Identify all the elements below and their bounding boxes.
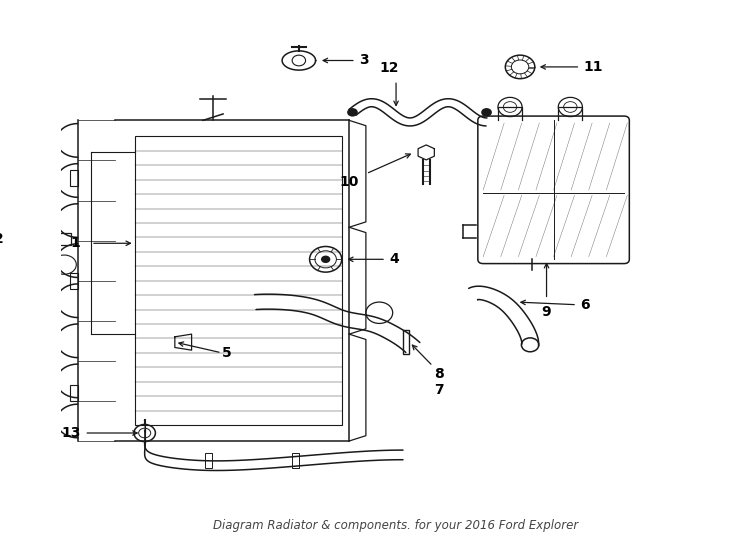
Text: 2: 2 — [0, 232, 4, 246]
Bar — [134, 137, 343, 425]
Text: 6: 6 — [581, 298, 590, 312]
Text: 10: 10 — [339, 175, 359, 189]
Text: 9: 9 — [542, 305, 551, 319]
Bar — [70, 385, 78, 401]
Circle shape — [482, 108, 492, 117]
Text: 3: 3 — [359, 53, 368, 68]
Text: 4: 4 — [389, 252, 399, 266]
Text: 5: 5 — [222, 346, 231, 360]
Text: 11: 11 — [584, 60, 603, 74]
Polygon shape — [175, 334, 192, 350]
Text: 12: 12 — [379, 61, 399, 75]
Text: 13: 13 — [62, 426, 81, 440]
Bar — [403, 330, 410, 354]
Bar — [292, 453, 299, 468]
Text: 7: 7 — [435, 383, 444, 397]
Text: Diagram Radiator & components. for your 2016 Ford Explorer: Diagram Radiator & components. for your … — [214, 519, 578, 532]
Bar — [205, 453, 211, 468]
Bar — [70, 273, 78, 289]
Circle shape — [321, 255, 330, 263]
Text: 1: 1 — [70, 237, 81, 250]
Circle shape — [347, 108, 358, 117]
Bar — [70, 170, 78, 186]
Text: 8: 8 — [435, 367, 444, 381]
Bar — [59, 233, 71, 245]
